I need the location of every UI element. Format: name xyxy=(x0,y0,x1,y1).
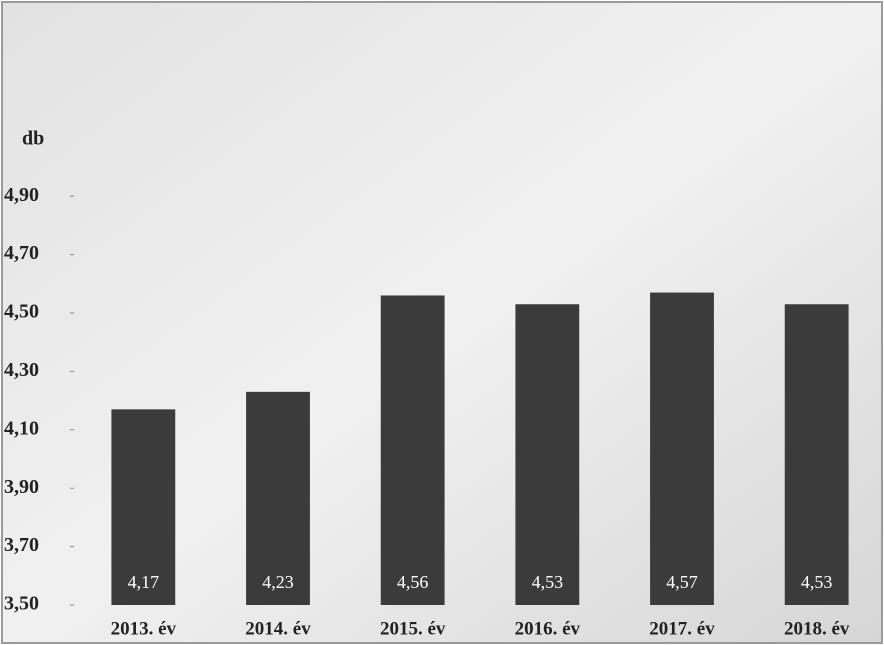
x-tick-label: 2014. év xyxy=(245,618,311,639)
x-tick-label: 2018. év xyxy=(784,618,850,639)
value-label: 4,17 xyxy=(128,572,160,592)
value-label: 4,53 xyxy=(532,572,564,592)
x-tick-label: 2013. év xyxy=(111,618,177,639)
bar xyxy=(784,304,849,605)
y-tick-label: 3,50 xyxy=(4,593,39,615)
bar xyxy=(246,391,310,605)
y-tick-label: 4,90 xyxy=(4,184,39,206)
bar xyxy=(111,409,176,605)
y-tick-label: 3,90 xyxy=(4,476,39,498)
y-tick-label: 4,50 xyxy=(4,301,39,323)
bar xyxy=(380,295,445,605)
value-label: 4,23 xyxy=(262,572,294,592)
x-tick-label: 2015. év xyxy=(380,618,446,639)
y-tick-label: 4,10 xyxy=(4,417,39,439)
x-tick-label: 2016. év xyxy=(515,618,581,639)
y-tick-label: 4,30 xyxy=(4,359,39,381)
y-tick-label: 3,70 xyxy=(4,534,39,556)
y-axis-label: db xyxy=(22,128,44,150)
x-tick-label: 2017. év xyxy=(649,618,715,639)
value-label: 4,53 xyxy=(801,572,833,592)
bar xyxy=(515,304,580,605)
value-label: 4,56 xyxy=(397,572,429,592)
y-tick-label: 4,70 xyxy=(4,242,39,264)
bar xyxy=(650,292,714,605)
value-label: 4,57 xyxy=(666,572,698,592)
